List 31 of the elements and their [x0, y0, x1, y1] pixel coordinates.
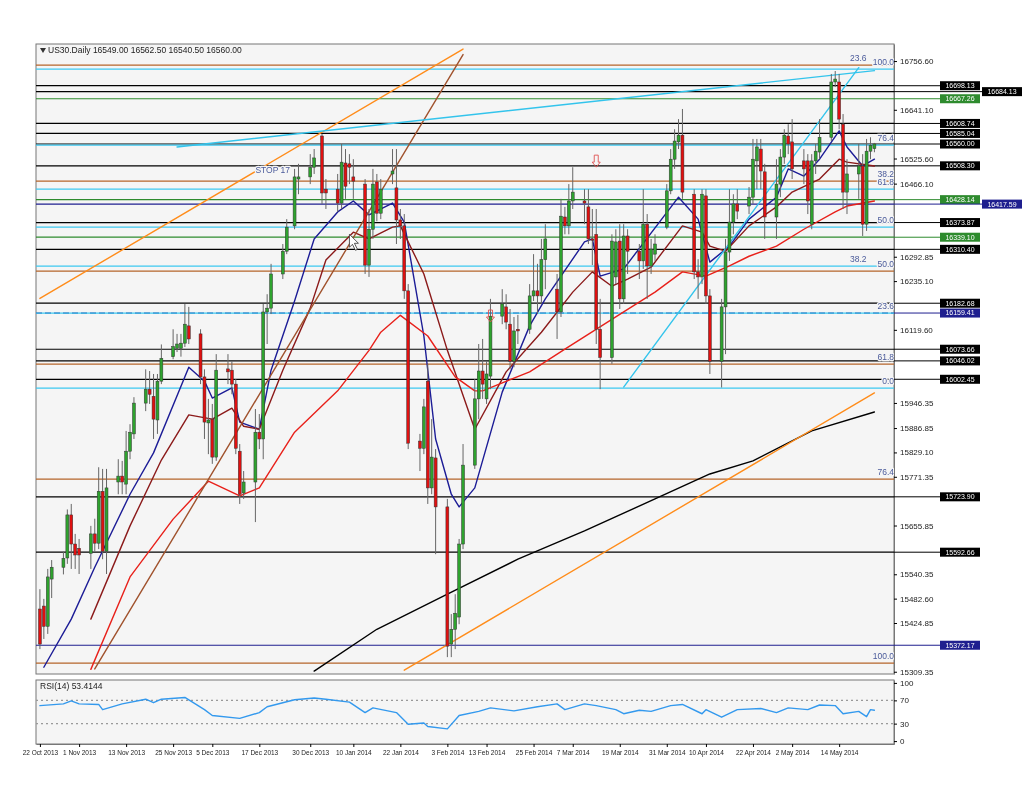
y-tick-label: 15946.35 [900, 399, 934, 409]
y-tick-label: 16119.60 [900, 325, 934, 335]
y-tick-label: 16235.10 [900, 277, 934, 287]
annotation: 38.2 [877, 169, 895, 180]
y-tick-label: 16292.85 [900, 252, 934, 262]
y-tick-label: 16756.60 [900, 57, 934, 67]
annotation: 23.6 [877, 301, 895, 312]
annotation: 61.8 [877, 352, 895, 363]
annotation: 76.4 [877, 467, 895, 478]
annotation: 38.2 [850, 254, 867, 265]
y-tick-label: 16525.60 [900, 154, 934, 164]
y-tick-label: 0 [900, 737, 905, 747]
annotation: 76.4 [877, 133, 895, 144]
y-tick-label: 30 [900, 719, 910, 729]
y-tick-label: 15655.85 [900, 521, 934, 531]
annotation: 23.6 [850, 53, 867, 64]
y-tick-label: 16466.10 [900, 179, 934, 189]
y-tick-label: 16641.10 [900, 105, 934, 115]
y-tick-label: 15540.35 [900, 570, 934, 580]
y-tick-label: 70 [900, 696, 910, 706]
y-tick-label: 15309.35 [900, 667, 934, 677]
y-tick-label: 15886.85 [900, 424, 934, 434]
annotation: 100.0 [872, 651, 895, 662]
chart-title: US30.Daily 16549.00 16562.50 16540.50 16560.00 [48, 45, 243, 55]
y-tick-label: 15424.85 [900, 619, 934, 629]
annotation: STOP 17 [255, 165, 291, 176]
y-tick-label: 15482.60 [900, 594, 934, 604]
chart-title: RSI(14) 53.4144 [40, 681, 103, 691]
y-tick-label: 15771.35 [900, 472, 934, 482]
y-tick-label: 15829.10 [900, 448, 934, 458]
y-tick-label: 100 [900, 678, 914, 688]
